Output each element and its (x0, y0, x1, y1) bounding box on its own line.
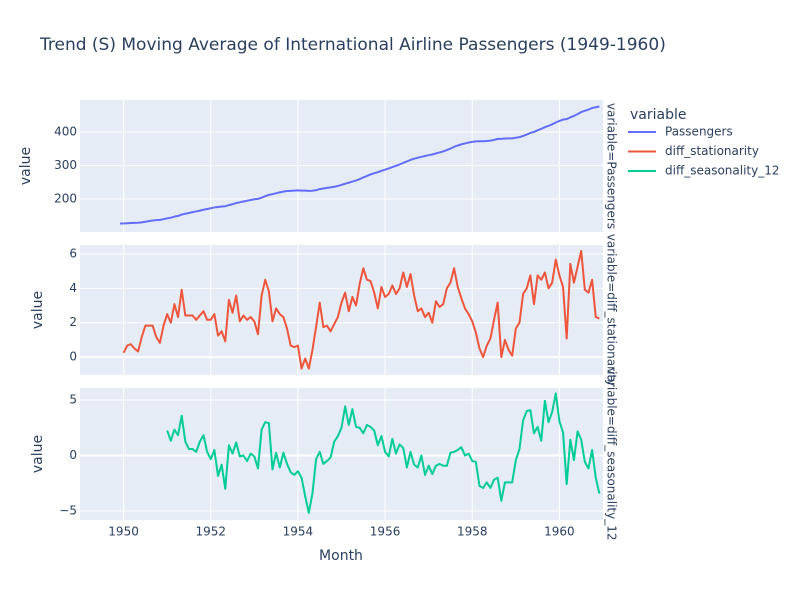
y-axis-title: value (18, 147, 34, 185)
facet-label: variable=Passengers (605, 103, 619, 229)
x-tick-label: 1952 (195, 525, 226, 539)
legend-item[interactable]: diff_seasonality_12 (628, 164, 780, 178)
x-tick-label: 1958 (457, 525, 488, 539)
plot-background (80, 100, 603, 232)
y-tick-label: −5 (59, 504, 77, 518)
chart-title: Trend (S) Moving Average of Internationa… (39, 35, 666, 55)
plot-background (80, 245, 603, 375)
legend-label: Passengers (665, 125, 733, 139)
x-tick-label: 1950 (108, 525, 139, 539)
legend-label: diff_stationarity (665, 144, 759, 158)
line-series (166, 392, 601, 514)
x-tick-label: 1956 (370, 525, 401, 539)
plot-background (80, 388, 603, 520)
y-tick-label: 6 (69, 246, 77, 260)
legend-title: variable (630, 107, 686, 123)
y-tick-label: 4 (69, 281, 77, 295)
y-axis-title: value (30, 291, 46, 329)
y-tick-label: 2 (69, 315, 77, 329)
legend-label: diff_seasonality_12 (665, 164, 780, 178)
x-tick-label: 1960 (544, 525, 575, 539)
line-series (122, 250, 600, 370)
facet-label: variable=diff_stationarity (605, 234, 619, 386)
line-series (119, 105, 600, 225)
y-tick-label: 0 (69, 448, 77, 462)
y-axis-title: value (30, 435, 46, 473)
legend-item[interactable]: diff_stationarity (628, 144, 759, 158)
x-axis-title: Month (319, 548, 363, 564)
legend-item[interactable]: Passengers (628, 125, 733, 139)
y-tick-label: 400 (54, 124, 77, 138)
facet-label: variable=diff_seasonality_12 (605, 368, 619, 541)
y-tick-label: 200 (54, 192, 77, 206)
x-tick-label: 1954 (283, 525, 314, 539)
y-tick-label: 0 (69, 350, 77, 364)
y-tick-label: 300 (54, 158, 77, 172)
y-tick-label: 5 (69, 392, 77, 406)
